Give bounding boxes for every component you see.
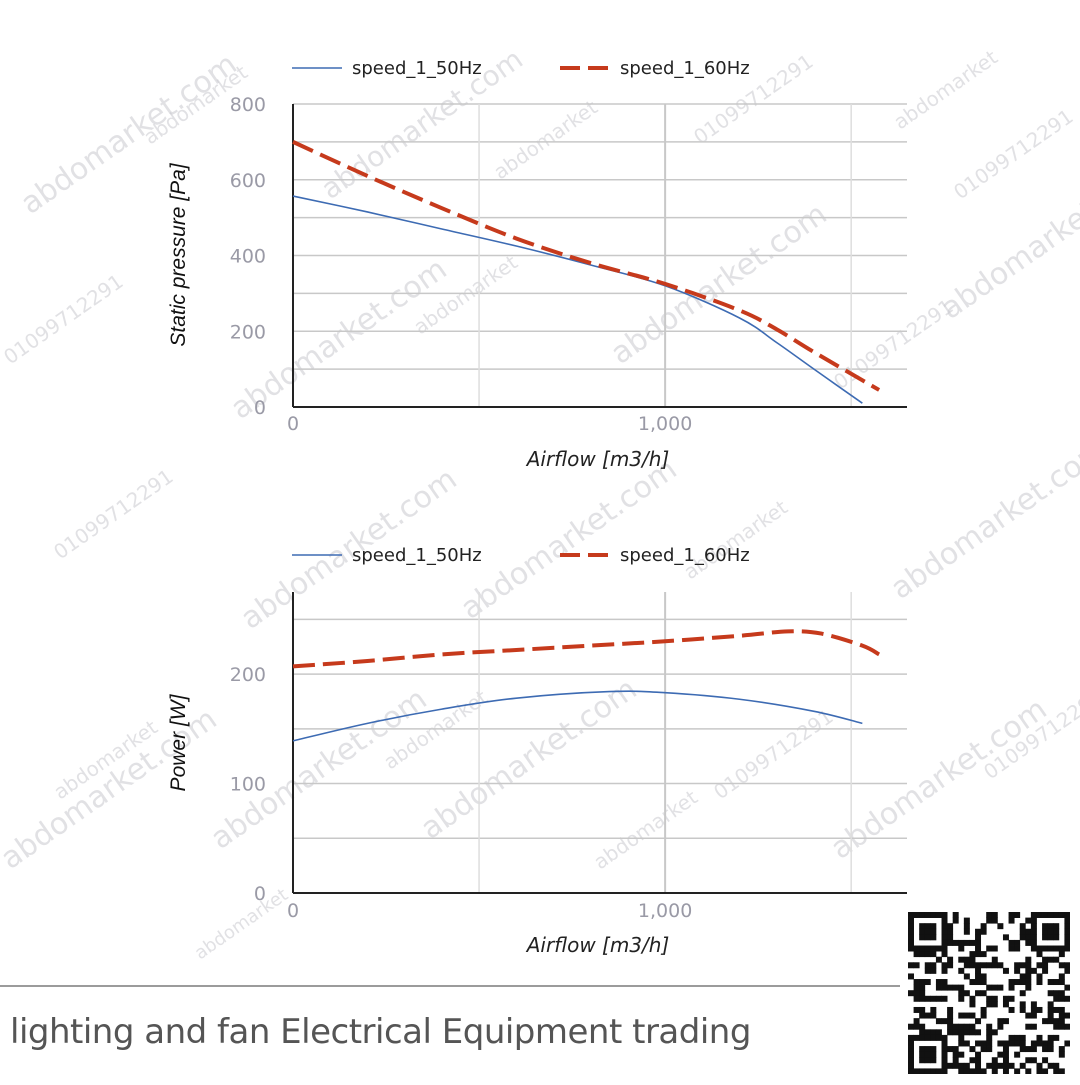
watermark-text: abdomarket.com — [825, 692, 1054, 867]
qr-code-icon — [908, 912, 1070, 1074]
watermark-text: abdomarket — [589, 785, 702, 874]
legend-label: speed_1_50Hz — [352, 545, 482, 566]
series-line-speed_1_60Hz — [292, 629, 881, 669]
watermark-text: 01099712291 — [829, 294, 957, 394]
x-tick-label: 0 — [287, 413, 299, 435]
y-tick-label: 200 — [230, 321, 266, 343]
x-tick-label: 1,000 — [638, 413, 692, 435]
series-line-speed_1_60Hz — [292, 140, 881, 392]
watermark-text: abdomarket.com — [455, 452, 684, 627]
watermark-text: abdomarket — [679, 495, 792, 584]
legend: speed_1_50Hz speed_1_60Hz — [292, 58, 750, 79]
chart-1: 0 200 400 600 800 0 1,000 Airflow [m3/h] Static … — [167, 58, 907, 471]
y-tick-label: 100 — [230, 774, 266, 796]
footer-tagline: lighting and fan Electrical Equipment tr… — [10, 1012, 751, 1052]
watermark-text: abdomarket.com — [415, 672, 644, 847]
x-axis-title: Airflow [m3/h] — [525, 447, 670, 471]
legend-label: speed_1_50Hz — [352, 58, 482, 79]
y-axis-title: Static pressure [Pa] — [167, 162, 190, 346]
y-tick-label: 0 — [254, 397, 266, 419]
watermark-text: abdomarket.com — [885, 432, 1080, 607]
watermark-text: abdomarket.com — [15, 47, 244, 222]
y-tick-label: 800 — [230, 94, 266, 116]
legend-label: speed_1_60Hz — [620, 58, 750, 79]
series-line-speed_1_50Hz — [292, 195, 863, 404]
y-tick-label: 200 — [230, 664, 266, 686]
watermark-text: 01099712291 — [0, 269, 128, 369]
chart-2: 0 100 200 0 1,000 Airflow [m3/h] Power [W] spee… — [167, 545, 907, 957]
y-tick-label: 600 — [230, 170, 266, 192]
series-line-speed_1_50Hz — [292, 690, 863, 742]
footer-divider — [0, 985, 900, 987]
y-axis-title: Power [W] — [167, 693, 190, 791]
y-tick-label: 400 — [230, 246, 266, 268]
watermark-text: 01099712291 — [949, 104, 1077, 204]
x-axis-title: Airflow [m3/h] — [525, 933, 670, 957]
legend: speed_1_50Hz speed_1_60Hz — [292, 545, 750, 566]
gridlines — [293, 592, 907, 893]
watermark-text: 01099712291 — [709, 704, 837, 804]
x-tick-label: 1,000 — [638, 900, 692, 922]
watermark-text: abdomarket — [489, 95, 602, 184]
watermark-text: abdomarket.com — [935, 152, 1080, 327]
y-tick-label: 0 — [254, 883, 266, 905]
watermark-text: abdomarket — [889, 45, 1002, 134]
watermark-text: abdomarket — [191, 884, 292, 964]
x-tick-label: 0 — [287, 900, 299, 922]
watermark-text: 01099712291 — [49, 464, 177, 564]
legend-label: speed_1_60Hz — [620, 545, 750, 566]
